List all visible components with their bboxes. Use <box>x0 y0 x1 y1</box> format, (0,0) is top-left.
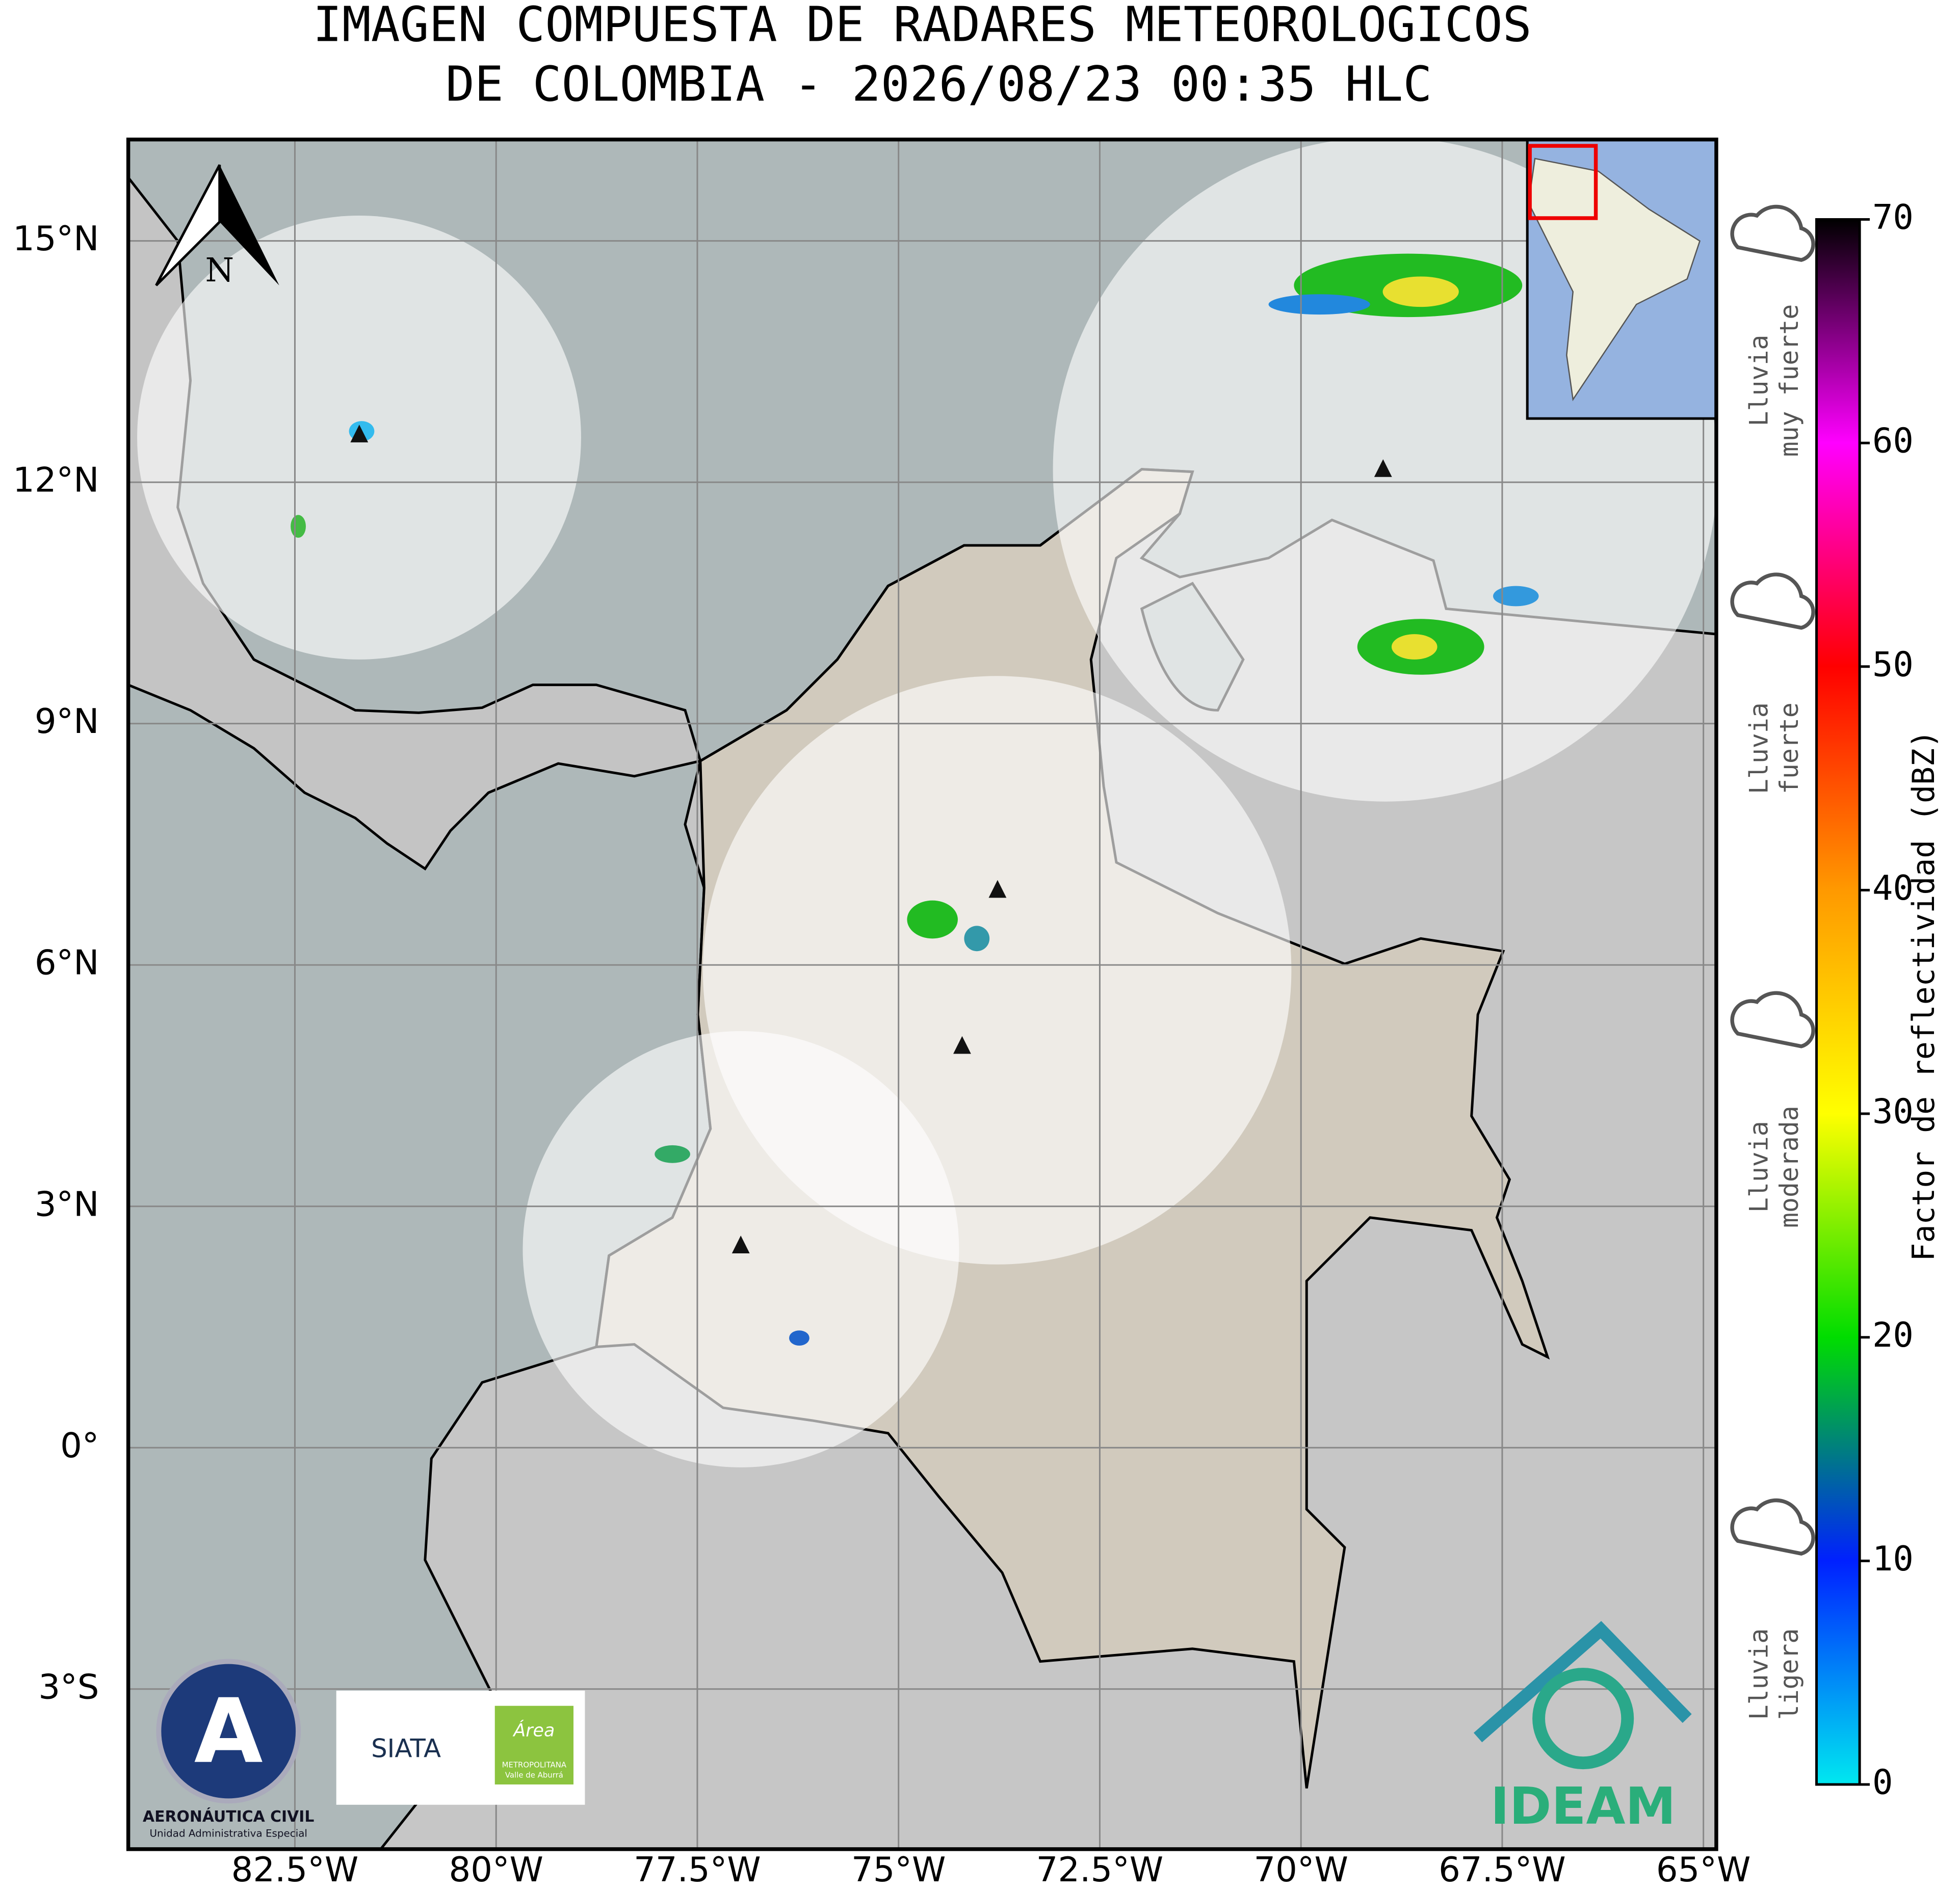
y-tick-label: 12°N <box>13 460 99 500</box>
rain-level-label: fuerte <box>1774 702 1804 794</box>
rain-icon <box>1730 991 1815 1048</box>
rain-level-label: Lluvia <box>1744 1629 1774 1720</box>
logo-text: METROPOLITANA <box>502 1761 567 1770</box>
radar-site <box>731 1236 750 1253</box>
logo-text: SIATA <box>371 1734 441 1763</box>
x-tick-label: 77.5°W <box>634 1850 761 1889</box>
rain-level-label: muy fuerte <box>1774 304 1804 457</box>
y-tick-label: 9°N <box>35 701 99 741</box>
y-tick-label: 3°S <box>38 1667 99 1706</box>
colorbar-tick-label: 50 <box>1872 644 1914 684</box>
rain-icon <box>1730 204 1815 262</box>
colorbar-tick-label: 10 <box>1872 1539 1914 1579</box>
x-tick-label: 65°W <box>1656 1850 1750 1889</box>
logos: A AERONÁUTICA CIVIL Unidad Administrativ… <box>143 1621 1692 1840</box>
logo-mark: A <box>194 1680 263 1783</box>
radar-echoes <box>291 253 1539 1346</box>
north-arrow: N <box>155 164 279 290</box>
colorbar <box>1815 218 1861 1786</box>
logo-text: Unidad Administrativa Especial <box>149 1828 307 1840</box>
rain-icon <box>1730 1498 1815 1556</box>
x-tick-label: 80°W <box>449 1850 543 1889</box>
title-line: IMAGEN COMPUESTA DE RADARES METEOROLOGIC… <box>313 0 1532 53</box>
colorbar-tick-label: 70 <box>1872 197 1914 237</box>
y-tick-label: 6°N <box>35 943 99 983</box>
y-tick-label: 0° <box>60 1426 99 1465</box>
inset-frame <box>1528 144 1598 220</box>
x-tick-label: 67.5°W <box>1439 1850 1566 1889</box>
map-frame <box>126 137 1718 1851</box>
title-line: DE COLOMBIA - 2026/08/23 00:35 HLC <box>446 57 1432 113</box>
colorbar-tick-label: 0 <box>1872 1763 1893 1802</box>
logo-text: Área <box>512 1719 555 1741</box>
colorbar-label: Factor de reflectividad (dBZ) <box>1906 730 1942 1261</box>
x-tick-label: 82.5°W <box>231 1850 359 1889</box>
x-tick-label: 70°W <box>1253 1850 1348 1889</box>
logo-text: IDEAM <box>1491 1777 1676 1836</box>
logo-text: AERONÁUTICA CIVIL <box>143 1807 314 1826</box>
logo-text: Valle de Aburrá <box>505 1771 563 1780</box>
map: N A AERONÁUTICA CIVIL Unidad Administrat… <box>128 139 1716 1849</box>
x-tick-label: 75°W <box>851 1850 946 1889</box>
rain-level-label: moderada <box>1774 1106 1804 1228</box>
north-label: N <box>205 251 234 290</box>
colorbar-tick-label: 30 <box>1872 1092 1914 1132</box>
colorbar-tick-label: 20 <box>1872 1315 1914 1355</box>
rain-level-label: ligera <box>1774 1629 1804 1720</box>
y-tick-label: 3°N <box>35 1184 99 1224</box>
y-tick-label: 15°N <box>13 219 99 258</box>
radar-site <box>1374 459 1392 477</box>
radar-site <box>350 425 369 442</box>
colorbar-tick-label: 60 <box>1872 421 1914 461</box>
rain-level-label: Lluvia <box>1744 335 1774 427</box>
rain-level-label: Lluvia <box>1744 1121 1774 1213</box>
rain-icon <box>1730 572 1815 630</box>
rain-level-label: Lluvia <box>1744 702 1774 794</box>
radar-site <box>988 880 1007 898</box>
radar-site <box>953 1036 971 1054</box>
x-tick-label: 72.5°W <box>1036 1850 1164 1889</box>
colorbar-tick-label: 40 <box>1872 868 1914 908</box>
